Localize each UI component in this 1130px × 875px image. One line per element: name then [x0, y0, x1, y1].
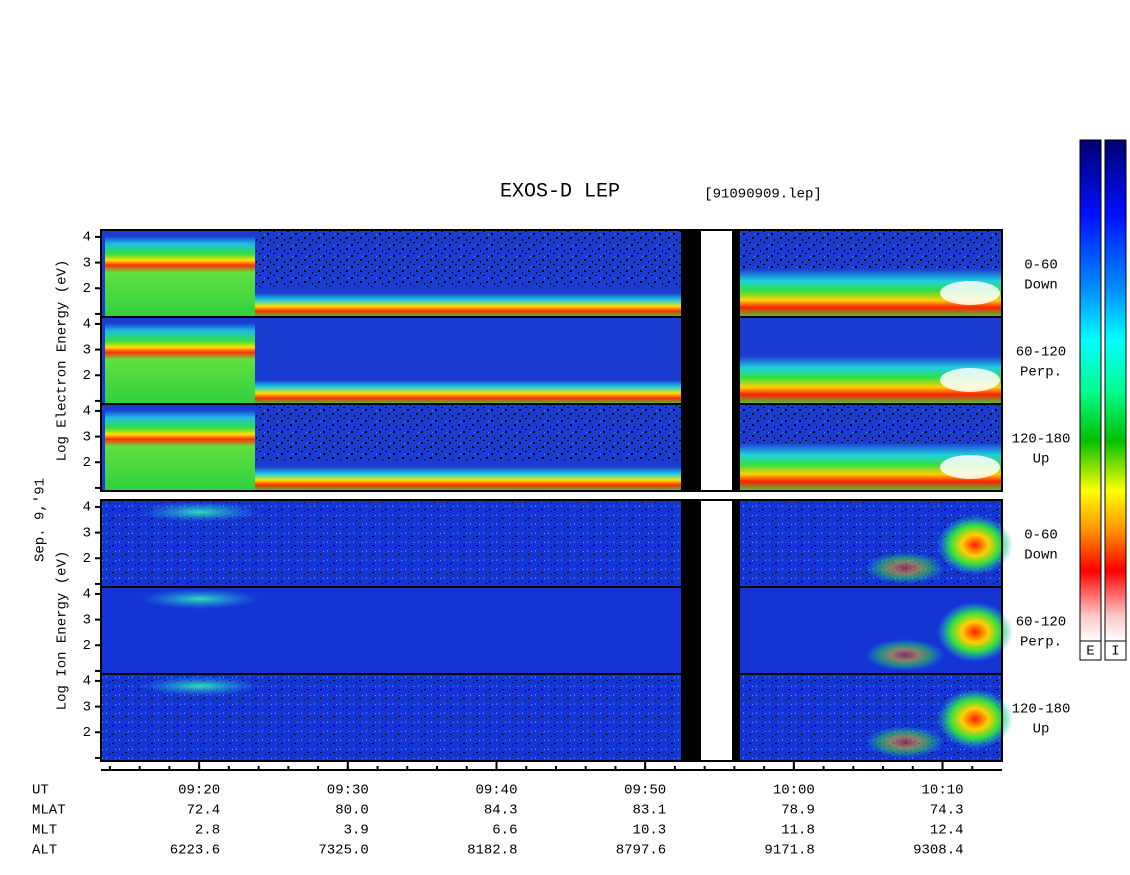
y-tick-label: 3 — [83, 342, 91, 358]
x-tick-label: 09:30 — [327, 783, 369, 799]
panel-label: Down — [1024, 278, 1058, 294]
panel-frame — [100, 229, 1003, 492]
chart-title: EXOS-D LEP — [500, 180, 620, 203]
x-tick-label: 10:00 — [773, 783, 815, 799]
panel-label: 60-120 — [1016, 345, 1066, 361]
spectrogram-warm — [865, 552, 945, 584]
colorbar — [1104, 139, 1127, 642]
panel-frame — [100, 499, 1003, 762]
y-tick-label: 3 — [83, 429, 91, 445]
panel-label: Perp. — [1020, 365, 1062, 381]
x-tick-label: 09:50 — [624, 783, 666, 799]
ephemeris-value: 74.3 — [930, 803, 964, 819]
ephemeris-value: 8182.8 — [467, 843, 517, 859]
y-tick-label: 2 — [83, 725, 91, 741]
colorbar-label: E — [1086, 644, 1094, 660]
ephemeris-value: 6223.6 — [170, 843, 220, 859]
spectrogram-warm — [140, 676, 260, 696]
spectrogram-hot — [937, 689, 1013, 749]
spectrogram-hot — [940, 455, 1000, 479]
y-tick-label: 2 — [83, 281, 91, 297]
y-tick-label: 4 — [83, 230, 91, 246]
data-gap — [732, 230, 740, 491]
y-tick-label: 2 — [83, 638, 91, 654]
colorbar-label-box — [1079, 640, 1102, 661]
y-tick-label: 4 — [83, 500, 91, 516]
spectrogram-left — [105, 323, 255, 404]
ephemeris-value: 9308.4 — [913, 843, 963, 859]
panel-label: 0-60 — [1024, 258, 1058, 274]
y-tick-label: 4 — [83, 674, 91, 690]
panel-label: Up — [1033, 722, 1050, 738]
ephemeris-label: MLT — [32, 823, 57, 839]
ephemeris-label: UT — [32, 783, 49, 799]
spectrogram-warm — [140, 589, 260, 609]
x-tick-label: 09:20 — [178, 783, 220, 799]
y-tick-label: 2 — [83, 368, 91, 384]
spectrogram-left — [105, 236, 255, 317]
ephemeris-value: 6.6 — [492, 823, 517, 839]
ephemeris-value: 83.1 — [633, 803, 667, 819]
ephemeris-value: 11.8 — [781, 823, 815, 839]
x-tick-label: 10:10 — [922, 783, 964, 799]
y-tick-label: 3 — [83, 699, 91, 715]
colorbar-label: I — [1111, 644, 1119, 660]
x-tick-label: 09:40 — [475, 783, 517, 799]
spectrogram-band — [255, 293, 681, 317]
panel-label: Perp. — [1020, 635, 1062, 651]
y-axis-label: Log Ion Energy (eV) — [55, 551, 71, 711]
panel-label: Up — [1033, 452, 1050, 468]
ephemeris-value: 7325.0 — [318, 843, 368, 859]
data-gap — [681, 500, 701, 761]
ephemeris-value: 3.9 — [344, 823, 369, 839]
panel-label: 120-180 — [1012, 432, 1071, 448]
spectrogram-left — [105, 410, 255, 491]
ephemeris-value: 10.3 — [633, 823, 667, 839]
y-tick-label: 2 — [83, 455, 91, 471]
date-label: Sep. 9,'91 — [33, 478, 49, 562]
spectrogram-hot — [940, 368, 1000, 392]
data-gap — [681, 230, 701, 491]
ephemeris-value: 12.4 — [930, 823, 964, 839]
y-tick-label: 4 — [83, 587, 91, 603]
spectrogram-band — [255, 380, 681, 404]
y-axis-label: Log Electron Energy (eV) — [55, 260, 71, 462]
file-name: [91090909.lep] — [704, 187, 822, 203]
data-gap — [701, 230, 732, 491]
ephemeris-value: 80.0 — [335, 803, 369, 819]
panel-label: Down — [1024, 548, 1058, 564]
spectrogram-hot — [940, 281, 1000, 305]
ephemeris-value: 8797.6 — [616, 843, 666, 859]
ephemeris-value: 72.4 — [187, 803, 221, 819]
plot-area — [100, 229, 1013, 762]
data-gap — [732, 500, 740, 761]
ephemeris-label: MLAT — [32, 803, 66, 819]
y-tick-label: 4 — [83, 317, 91, 333]
panel-label: 60-120 — [1016, 615, 1066, 631]
spectrogram-warm — [865, 726, 945, 758]
colorbar-label-box — [1104, 640, 1127, 661]
ephemeris-value: 84.3 — [484, 803, 518, 819]
panel-label: 120-180 — [1012, 702, 1071, 718]
ephemeris-value: 2.8 — [195, 823, 220, 839]
y-tick-label: 3 — [83, 612, 91, 628]
spectrogram-hot — [937, 515, 1013, 575]
ephemeris-value: 9171.8 — [764, 843, 814, 859]
y-tick-label: 2 — [83, 551, 91, 567]
y-tick-label: 3 — [83, 255, 91, 271]
y-tick-label: 4 — [83, 404, 91, 420]
y-tick-label: 3 — [83, 525, 91, 541]
ephemeris-label: ALT — [32, 843, 57, 859]
spectrogram-warm — [865, 639, 945, 671]
spectrogram-hot — [937, 602, 1013, 662]
colorbar — [1079, 139, 1102, 642]
spectrogram-warm — [140, 502, 260, 522]
ephemeris-value: 78.9 — [781, 803, 815, 819]
spectrogram-band — [255, 467, 681, 491]
data-gap — [701, 500, 732, 761]
panel-label: 0-60 — [1024, 528, 1058, 544]
